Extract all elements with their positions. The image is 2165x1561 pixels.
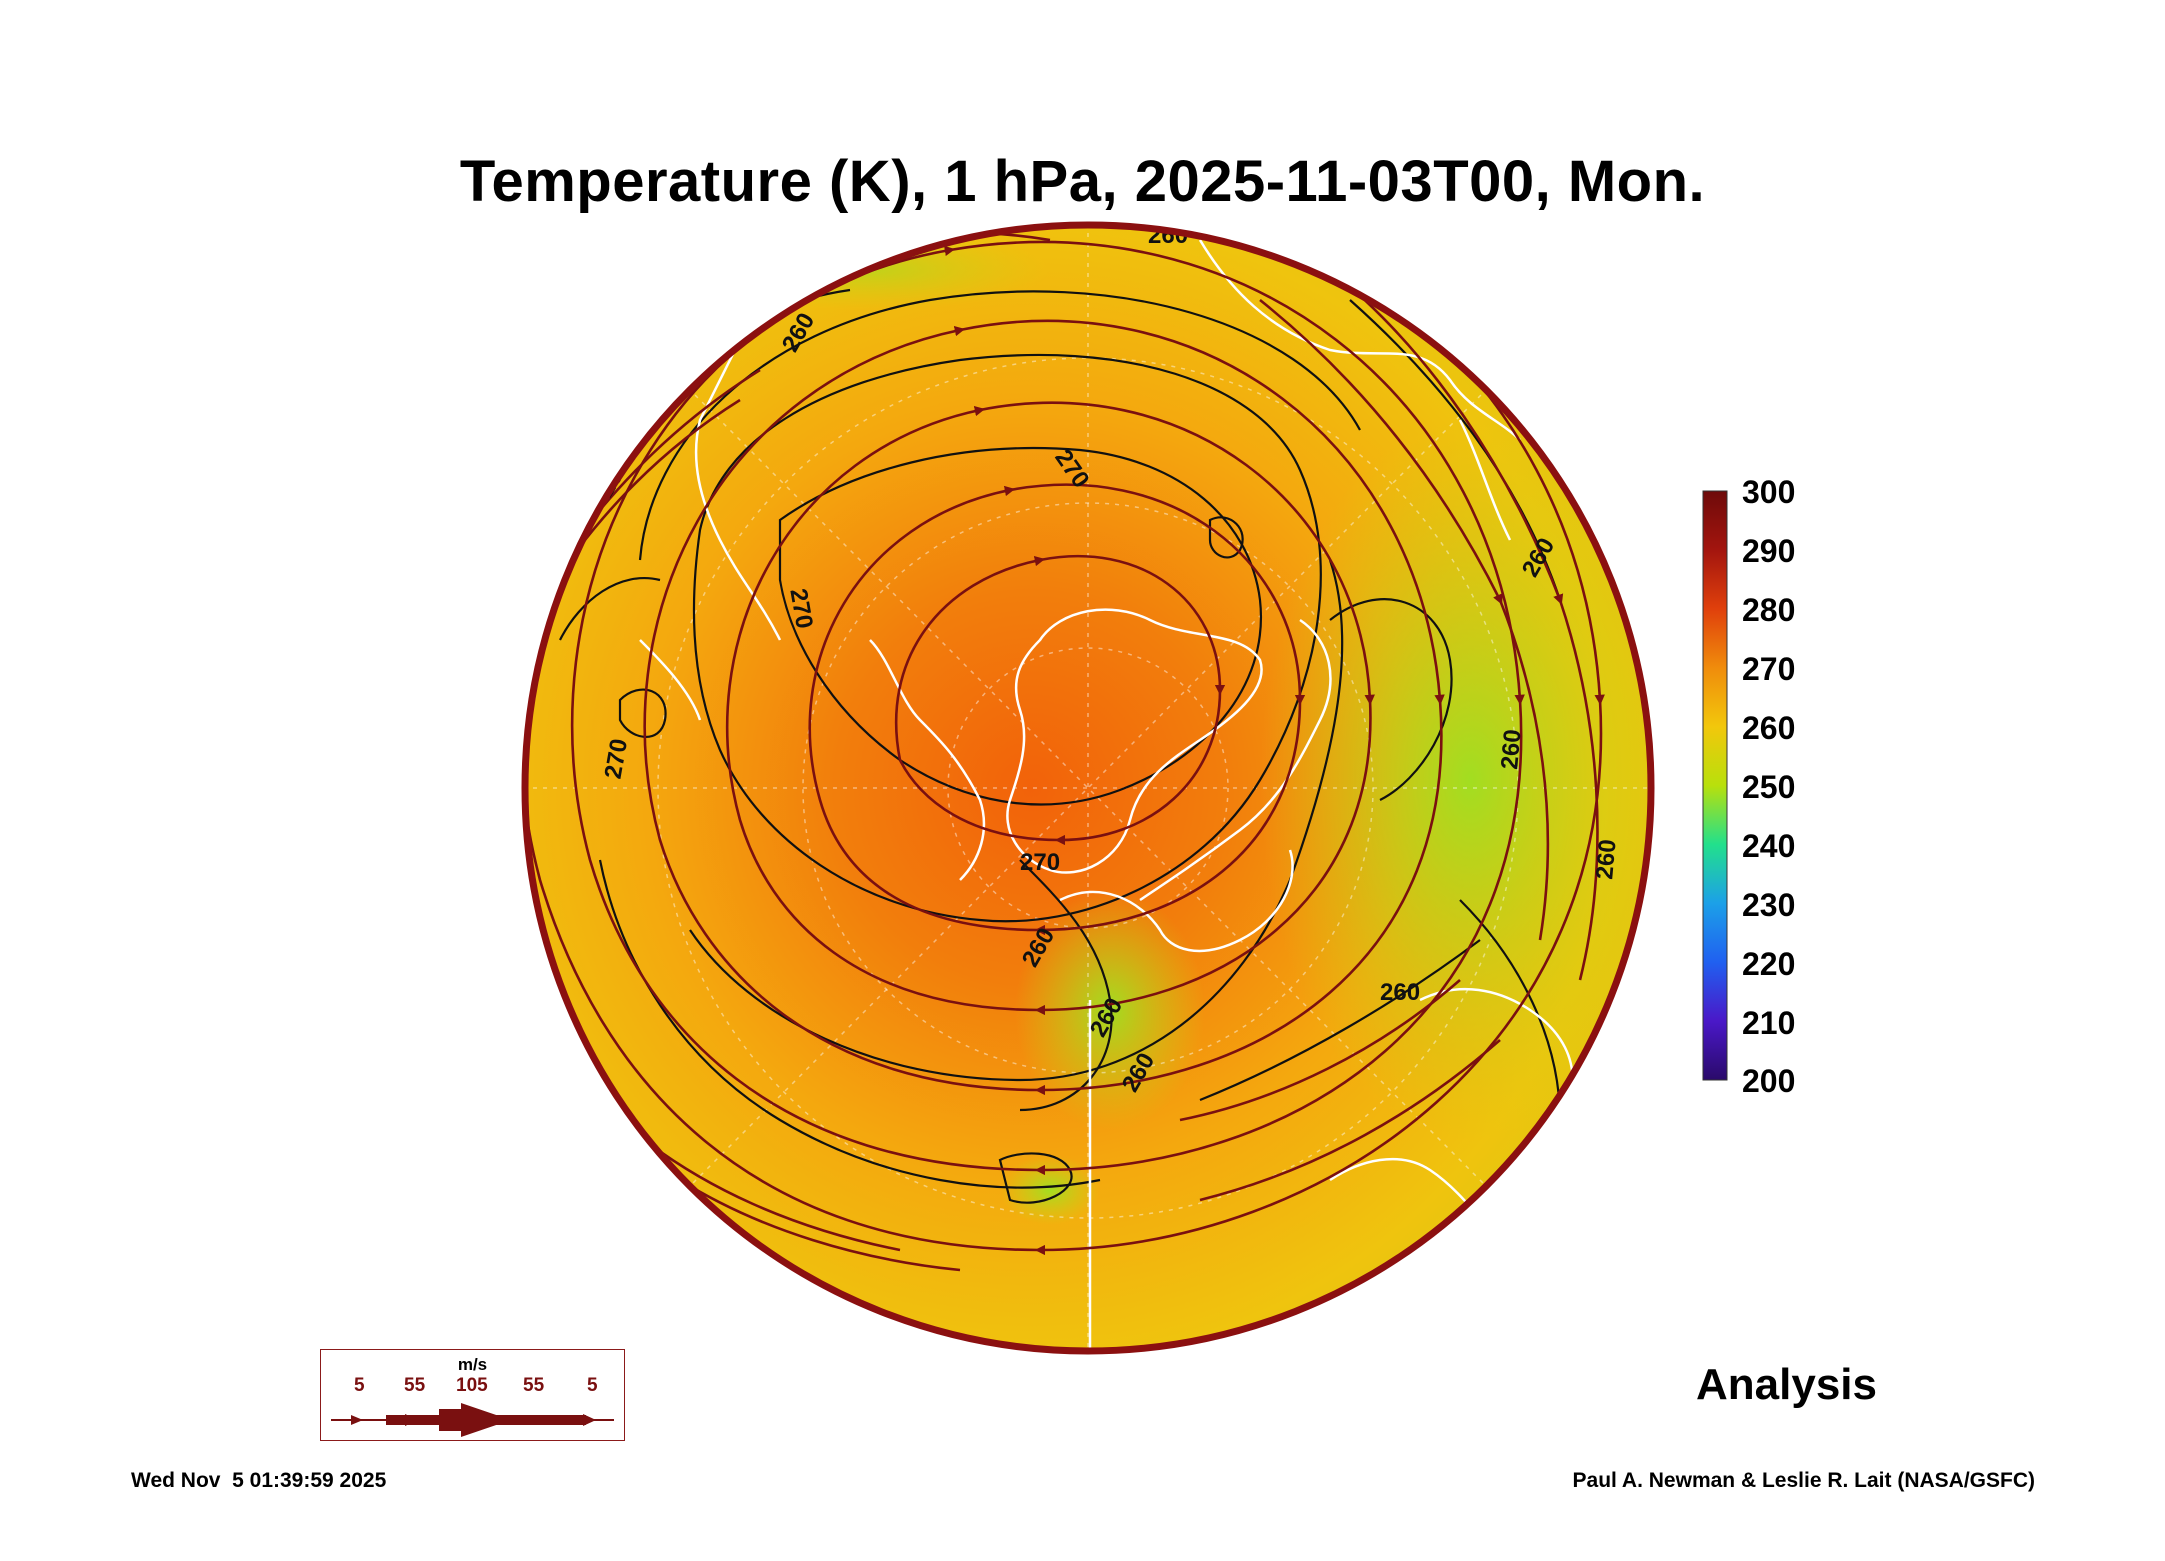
colorbar-tick: 280	[1742, 592, 1796, 628]
footer-credit: Paul A. Newman & Leslie R. Lait (NASA/GS…	[1572, 1469, 2035, 1492]
wind-legend-arrow	[331, 1403, 614, 1437]
analysis-label: Analysis	[1696, 1360, 1877, 1409]
globe: 260 260 260 270 270 270 270 260 260 260 …	[521, 221, 1655, 1355]
colorbar-tick: 220	[1742, 946, 1796, 982]
wind-legend-tick: 55	[523, 1375, 545, 1396]
contour-label: 270	[1020, 849, 1060, 876]
colorbar-tick: 250	[1742, 769, 1796, 805]
colorbar-tick: 270	[1742, 651, 1796, 687]
colorbar-tick: 230	[1742, 887, 1796, 923]
globe-rim	[521, 221, 1655, 1355]
colorbar	[1702, 490, 1728, 1081]
wind-legend-tick: 105	[456, 1375, 488, 1396]
colorbar-tick: 200	[1742, 1063, 1796, 1099]
cool-patch	[1000, 1155, 1100, 1225]
contour-label: 260	[1496, 728, 1526, 770]
wind-legend-unit: m/s	[457, 1355, 488, 1374]
cool-region-east	[1260, 420, 1653, 1140]
contour-label: 260	[1380, 979, 1420, 1006]
colorbar-tick: 260	[1742, 710, 1796, 746]
footer-timestamp: Wed Nov 5 01:39:59 2025	[131, 1469, 387, 1492]
colorbar-tick: 290	[1742, 533, 1796, 569]
colorbar-tick: 240	[1742, 828, 1796, 864]
wind-legend-tick: 5	[587, 1375, 598, 1396]
colorbar-tick: 300	[1742, 474, 1796, 510]
colorbar-tick: 210	[1742, 1005, 1796, 1041]
contour-label: 260	[1591, 838, 1621, 880]
wind-legend-tick: 5	[354, 1375, 365, 1396]
map-title: Temperature (K), 1 hPa, 2025-11-03T00, M…	[459, 149, 1706, 214]
wind-speed-legend: m/s 5 55 105 55 5	[320, 1349, 625, 1441]
wind-legend-tick: 55	[404, 1375, 426, 1396]
